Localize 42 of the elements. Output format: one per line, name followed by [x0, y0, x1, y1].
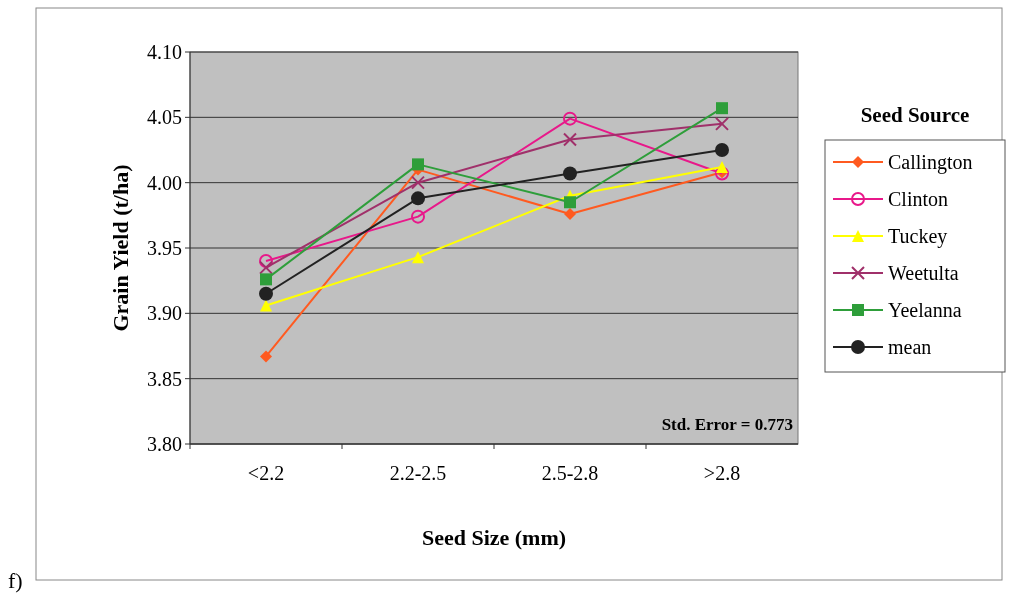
point	[260, 350, 272, 363]
text: f)	[8, 568, 23, 593]
y-tick-label: 3.95	[147, 237, 182, 259]
legend-label: mean	[888, 336, 932, 358]
point	[412, 158, 424, 171]
point	[563, 111, 577, 126]
legend-title: Seed Source	[860, 103, 970, 127]
point	[715, 116, 729, 131]
point	[411, 209, 425, 224]
point	[564, 196, 576, 209]
x-tick-label: >2.8	[703, 462, 741, 484]
point	[259, 254, 273, 269]
point	[259, 260, 273, 275]
point	[563, 132, 577, 147]
y-tick-label: 3.90	[147, 302, 182, 325]
point	[716, 160, 728, 173]
point	[260, 273, 272, 286]
y-tick-label: 3.85	[147, 367, 182, 390]
point	[411, 191, 425, 206]
point	[564, 208, 576, 221]
legend-label: Weetulta	[888, 262, 959, 284]
x-tick-label: 2.2-2.5	[389, 462, 447, 484]
y-axis-title: Grain Yield (t/ha)	[108, 164, 133, 332]
legend-label: Yeelanna	[888, 299, 962, 321]
point	[716, 102, 728, 115]
x-tick-label: 2.5-2.8	[541, 462, 599, 484]
point	[715, 143, 729, 157]
point	[260, 299, 272, 312]
y-tick-label: 3.80	[147, 433, 182, 455]
legend-label: Callington	[888, 151, 973, 174]
point	[563, 166, 577, 181]
point	[259, 286, 273, 301]
x-axis-title: Seed Size (mm)	[421, 525, 567, 550]
legend-label: Clinton	[888, 188, 949, 210]
annotation: Std. Error = 0.773	[661, 415, 793, 434]
legend-label: Tuckey	[888, 225, 948, 248]
point	[411, 175, 425, 190]
y-tick-label: 4.00	[147, 171, 182, 194]
x-tick-label: <2.2	[247, 462, 285, 484]
point	[412, 251, 424, 264]
y-tick-label: 4.05	[147, 106, 182, 129]
y-tick-label: 4.10	[147, 41, 182, 63]
